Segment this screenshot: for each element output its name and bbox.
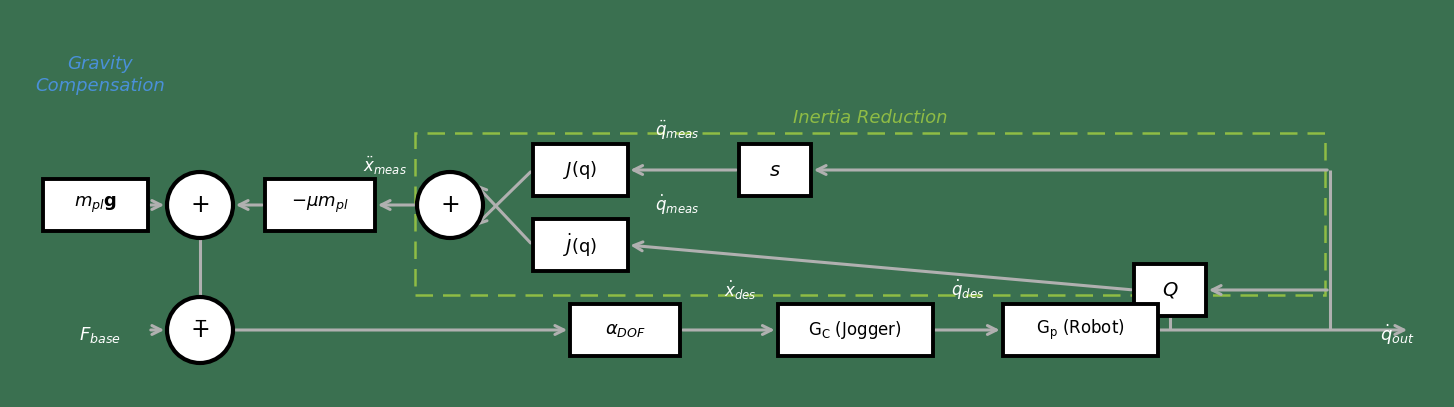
Bar <box>265 179 375 231</box>
Text: $s$: $s$ <box>769 160 781 179</box>
Bar <box>532 219 628 271</box>
Text: $J(\mathrm{q})$: $J(\mathrm{q})$ <box>563 159 598 181</box>
Bar <box>532 144 628 196</box>
Text: $+$: $+$ <box>190 318 209 342</box>
Text: Gravity
Compensation: Gravity Compensation <box>35 55 164 95</box>
Circle shape <box>417 172 483 238</box>
Text: $m_{pl}\mathbf{g}$: $m_{pl}\mathbf{g}$ <box>74 195 116 215</box>
Bar <box>1002 304 1157 356</box>
Text: $Q$: $Q$ <box>1162 280 1178 300</box>
Text: $\dot{q}_{des}$: $\dot{q}_{des}$ <box>951 278 984 302</box>
Text: $-\mu m_{pl}$: $-\mu m_{pl}$ <box>291 195 349 215</box>
Bar <box>778 304 932 356</box>
Circle shape <box>167 172 233 238</box>
Text: $\ddot{q}_{meas}$: $\ddot{q}_{meas}$ <box>656 119 699 142</box>
Text: Inertia Reduction: Inertia Reduction <box>792 109 947 127</box>
Text: $\alpha_{DOF}$: $\alpha_{DOF}$ <box>605 321 646 339</box>
Text: $\mathrm{G_p}$ (Robot): $\mathrm{G_p}$ (Robot) <box>1035 318 1124 342</box>
Text: $\dot{J}(\mathrm{q})$: $\dot{J}(\mathrm{q})$ <box>563 231 598 258</box>
Text: $\dot{x}_{des}$: $\dot{x}_{des}$ <box>724 279 756 302</box>
Bar <box>1134 264 1205 316</box>
Text: $-$: $-$ <box>193 311 206 329</box>
Text: $\dot{q}_{out}$: $\dot{q}_{out}$ <box>1380 323 1415 347</box>
Bar <box>739 144 811 196</box>
Bar <box>570 304 680 356</box>
Bar <box>414 133 1325 295</box>
Text: $\mathrm{G_C}$ (Jogger): $\mathrm{G_C}$ (Jogger) <box>808 319 901 341</box>
Circle shape <box>167 297 233 363</box>
Text: $+$: $+$ <box>441 193 459 217</box>
Text: $+$: $+$ <box>190 193 209 217</box>
Text: $\dot{q}_{meas}$: $\dot{q}_{meas}$ <box>656 193 699 217</box>
Text: $F_{base}$: $F_{base}$ <box>79 325 121 345</box>
Text: $\ddot{x}_{meas}$: $\ddot{x}_{meas}$ <box>364 155 407 177</box>
Bar <box>42 179 147 231</box>
